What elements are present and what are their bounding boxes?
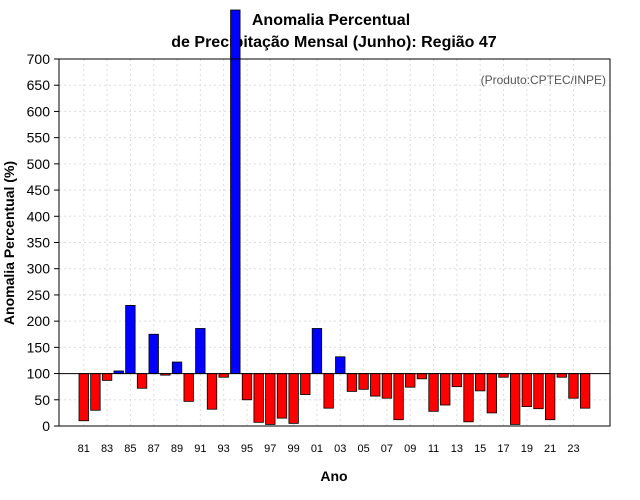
bar-21 (545, 373, 556, 421)
bar-23 (568, 373, 579, 399)
bar-06 (370, 373, 381, 397)
x-tick-label: 05 (357, 443, 369, 455)
x-axis-title: Ano (320, 468, 347, 484)
x-tick-label: 99 (288, 443, 300, 455)
bar-81 (78, 373, 89, 422)
chart-title: Anomalia Percentual (252, 12, 410, 29)
bar-13 (451, 373, 463, 388)
plot-frame (58, 58, 611, 427)
bar-98 (276, 373, 288, 419)
y-tick-label: 400 (27, 208, 51, 224)
bar-17 (498, 373, 509, 378)
y-tick-label: 550 (27, 130, 51, 146)
bar-83 (101, 373, 113, 381)
axes: 0501001502002503003504004505005506006507… (27, 51, 611, 455)
bar-96 (253, 373, 264, 423)
bar-05 (358, 373, 369, 390)
x-tick-label: 81 (78, 443, 90, 455)
bar-19 (521, 373, 532, 408)
bar-18 (510, 373, 521, 425)
x-tick-label: 97 (264, 443, 276, 455)
bar-03 (335, 356, 346, 374)
x-tick-label: 95 (241, 443, 253, 455)
x-tick-label: 19 (521, 443, 533, 455)
bar-00 (300, 373, 311, 395)
bar-02 (323, 373, 334, 409)
y-tick-label: 600 (27, 103, 51, 119)
y-tick-label: 350 (27, 235, 51, 251)
bar-94 (230, 9, 241, 374)
bars (78, 9, 591, 425)
bar-10 (416, 373, 428, 380)
grid-lines (59, 58, 610, 427)
x-tick-label: 03 (334, 443, 346, 455)
bar-91 (195, 328, 206, 374)
y-axis-title: Anomalia Percentual (%) (1, 161, 17, 325)
bar-93 (218, 373, 229, 378)
y-tick-label: 50 (34, 392, 50, 408)
x-tick-label: 13 (451, 443, 463, 455)
y-tick-label: 200 (27, 313, 51, 329)
y-tick-label: 450 (27, 182, 51, 198)
bar-95 (241, 373, 253, 401)
x-tick-label: 93 (218, 443, 230, 455)
bar-85 (125, 305, 136, 374)
y-tick-label: 0 (42, 418, 50, 434)
x-tick-label: 11 (428, 443, 439, 455)
bar-92 (206, 373, 218, 410)
chart-subtitle: de Precipitação Mensal (Junho): Região 4… (171, 34, 497, 51)
x-tick-label: 21 (544, 443, 556, 455)
bar-89 (171, 361, 183, 374)
bar-24 (579, 373, 591, 409)
bar-11 (428, 373, 439, 412)
bar-14 (463, 373, 474, 423)
x-tick-label: 01 (311, 443, 323, 455)
x-tick-label: 07 (381, 443, 393, 455)
x-tick-label: 09 (404, 443, 416, 455)
bar-07 (381, 373, 393, 399)
bar-22 (556, 373, 567, 378)
bar-16 (486, 373, 498, 414)
bar-01 (311, 328, 323, 374)
x-tick-label: 23 (567, 443, 579, 455)
y-tick-label: 500 (27, 156, 51, 172)
bar-99 (288, 373, 299, 424)
y-tick-label: 700 (27, 51, 51, 67)
x-tick-label: 17 (497, 443, 509, 455)
y-tick-label: 650 (27, 77, 51, 93)
bar-20 (533, 373, 544, 410)
credit-text: (Produto:CPTEC/INPE) (481, 73, 606, 87)
bar-08 (393, 373, 404, 421)
bar-97 (265, 373, 276, 425)
bar-12 (440, 373, 451, 406)
x-tick-label: 15 (474, 443, 486, 455)
y-tick-label: 150 (27, 339, 51, 355)
bar-87 (148, 333, 159, 374)
bar-04 (346, 373, 358, 392)
y-tick-label: 100 (27, 366, 51, 382)
x-tick-label: 87 (148, 443, 160, 455)
bar-82 (90, 373, 101, 411)
bar-86 (136, 373, 148, 389)
x-tick-label: 89 (171, 443, 183, 455)
x-tick-label: 83 (101, 443, 113, 455)
x-tick-label: 91 (194, 443, 206, 455)
y-tick-label: 300 (27, 261, 51, 277)
bar-09 (405, 373, 416, 388)
x-tick-label: 85 (124, 443, 136, 455)
bar-15 (475, 373, 486, 392)
y-tick-label: 250 (27, 287, 51, 303)
bar-90 (183, 373, 194, 402)
